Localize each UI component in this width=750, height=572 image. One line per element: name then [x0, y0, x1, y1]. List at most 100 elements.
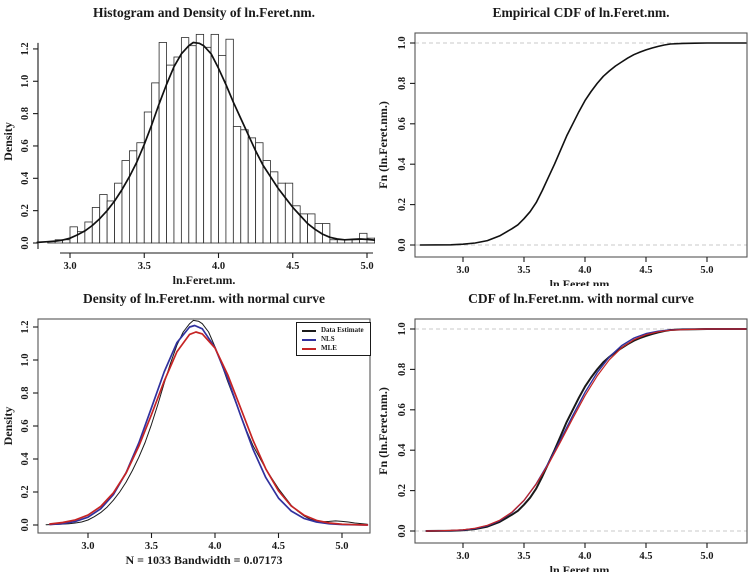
- histogram-bar: [180, 37, 190, 244]
- y-tick-label: 0.8: [397, 77, 408, 90]
- panel-title: CDF of ln.Feret.nm. with normal curve: [468, 291, 694, 306]
- histogram-density-plot: 3.0 3.5 4.0 4.5 5.0 0.0 0.2 0.4 0.6 0.8 1.0 1.2 Hist…: [1, 5, 375, 286]
- y-axis-label: Density: [1, 122, 15, 161]
- x-tick-label: 3.5: [517, 551, 530, 562]
- panel-empirical-cdf: 3.0 3.5 4.0 4.5 5.0 0.0 0.2 0.4 0.6 0.8 1.0 Empiric…: [375, 0, 750, 286]
- y-tick-label: 0.0: [20, 518, 31, 531]
- histogram-bar: [232, 126, 242, 244]
- legend-label-mle: MLE: [321, 344, 337, 352]
- histogram-bar: [158, 42, 167, 244]
- x-tick-label: 5.0: [335, 541, 348, 552]
- panel-cdf-normal-curve: 3.0 3.5 4.0 4.5 5.0 0.0 0.2 0.4 0.6 0.8 1.0 CDF of …: [375, 286, 750, 572]
- x-tick-label: 3.0: [456, 551, 469, 562]
- y-tick-label: 0.8: [397, 363, 408, 376]
- legend-line-nls-icon: [302, 338, 316, 341]
- x-tick-label: 3.0: [456, 265, 469, 276]
- histogram-bar: [284, 182, 294, 244]
- y-tick-label: 0.8: [20, 107, 31, 120]
- x-tick-label: 4.0: [578, 551, 591, 562]
- x-axis-label: ln.Feret.nm.: [550, 277, 613, 286]
- y-tick-label: 0.4: [20, 171, 31, 185]
- x-tick-label: 4.5: [639, 551, 652, 562]
- histogram-bar: [188, 45, 197, 244]
- x-tick-label: 4.0: [212, 261, 225, 272]
- y-tick-label: 0.8: [20, 386, 31, 399]
- x-tick-label: 4.5: [286, 261, 299, 272]
- y-axis-label: Density: [1, 407, 15, 446]
- x-tick-label: 3.0: [81, 541, 94, 552]
- panel-histogram-density: 3.0 3.5 4.0 4.5 5.0 0.0 0.2 0.4 0.6 0.8 1.0 1.2 Hist…: [0, 0, 375, 286]
- panel-title: Empirical CDF of ln.Feret.nm.: [493, 5, 670, 20]
- x-axis-label: ln.Feret.nm.: [173, 273, 236, 286]
- legend: Data Estimate NLS MLE: [296, 322, 371, 356]
- x-tick-label: 4.5: [639, 265, 652, 276]
- histogram-bar: [351, 239, 360, 244]
- x-tick-label: 4.5: [272, 541, 285, 552]
- x-tick-label: 5.0: [700, 265, 713, 276]
- curve-mle: [425, 328, 747, 532]
- panel-density-normal-curve: 3.0 3.5 4.0 4.5 5.0 0.0 0.2 0.4 0.6 0.8 1.0 1.2 Dens…: [0, 286, 375, 572]
- cdf-normal-plot: 3.0 3.5 4.0 4.5 5.0 0.0 0.2 0.4 0.6 0.8 1.0 CDF of …: [376, 291, 748, 572]
- y-tick-label: 0.6: [397, 403, 408, 416]
- curve-data-estimate: [45, 319, 368, 526]
- x-axis-label: N = 1033 Bandwidth = 0.07173: [125, 553, 282, 567]
- curve-nls: [49, 324, 369, 526]
- y-tick-label: 0.6: [397, 117, 408, 130]
- plot-frame: [414, 318, 748, 544]
- histogram-bar: [225, 38, 234, 244]
- x-tick-label: 5.0: [360, 261, 373, 272]
- histogram-bar: [143, 111, 153, 244]
- y-tick-label: 0.2: [397, 484, 408, 497]
- curve-empirical-cdf: [419, 42, 747, 246]
- y-tick-label: 1.2: [20, 320, 31, 333]
- histogram-bar: [359, 232, 368, 244]
- y-tick-label: 0.2: [397, 198, 408, 211]
- histogram-bar: [121, 160, 130, 244]
- y-axis-label: Fn (ln.Feret.nm.): [376, 387, 390, 475]
- histogram-bar: [195, 33, 205, 244]
- legend-line-data-estimate-icon: [302, 329, 316, 332]
- x-axis-label: ln.Feret.nm.: [550, 563, 613, 572]
- curve-data-estimate: [425, 328, 747, 532]
- y-tick-label: 1.0: [20, 353, 31, 366]
- y-tick-label: 1.0: [20, 75, 31, 88]
- histogram-bar: [84, 221, 93, 244]
- legend-label-nls: NLS: [321, 335, 335, 343]
- plot-frame: [414, 32, 748, 258]
- x-tick-label: 3.0: [63, 261, 76, 272]
- x-tick-label: 3.5: [145, 541, 158, 552]
- legend-item-nls: NLS: [302, 335, 366, 344]
- legend-label-data-estimate: Data Estimate: [321, 326, 364, 334]
- histogram-bar: [166, 64, 175, 244]
- y-axis-label: Fn (ln.Feret.nm.): [376, 101, 390, 189]
- histogram-bar: [240, 129, 249, 244]
- histogram-bar: [329, 239, 338, 244]
- curve-mle: [49, 331, 369, 526]
- y-tick-label: 1.0: [397, 36, 408, 49]
- y-tick-label: 0.4: [20, 452, 31, 466]
- x-tick-label: 3.5: [517, 265, 530, 276]
- y-tick-label: 1.0: [397, 322, 408, 335]
- histogram-bar: [299, 213, 309, 244]
- x-tick-label: 4.0: [208, 541, 221, 552]
- y-tick-label: 0.4: [397, 443, 408, 457]
- y-tick-label: 0.0: [20, 236, 31, 249]
- y-tick-label: 0.6: [20, 139, 31, 152]
- y-tick-label: 0.0: [397, 238, 408, 251]
- legend-line-mle-icon: [302, 347, 316, 350]
- histogram-bar: [203, 46, 212, 244]
- panel-title: Histogram and Density of ln.Feret.nm.: [93, 5, 315, 20]
- histogram-bar: [106, 200, 115, 244]
- histogram-bar: [322, 223, 331, 244]
- legend-item-data-estimate: Data Estimate: [302, 326, 366, 335]
- density-normal-plot: 3.0 3.5 4.0 4.5 5.0 0.0 0.2 0.4 0.6 0.8 1.0 1.2 Dens…: [1, 291, 371, 567]
- y-tick-label: 1.2: [20, 42, 31, 55]
- y-tick-label: 0.4: [397, 157, 408, 171]
- x-tick-label: 3.5: [138, 261, 151, 272]
- curve-kernel-density: [36, 41, 375, 244]
- panel-title: Density of ln.Feret.nm. with normal curv…: [83, 291, 325, 306]
- y-tick-label: 0.2: [20, 204, 31, 217]
- histogram-bar: [247, 137, 257, 244]
- x-tick-label: 5.0: [700, 551, 713, 562]
